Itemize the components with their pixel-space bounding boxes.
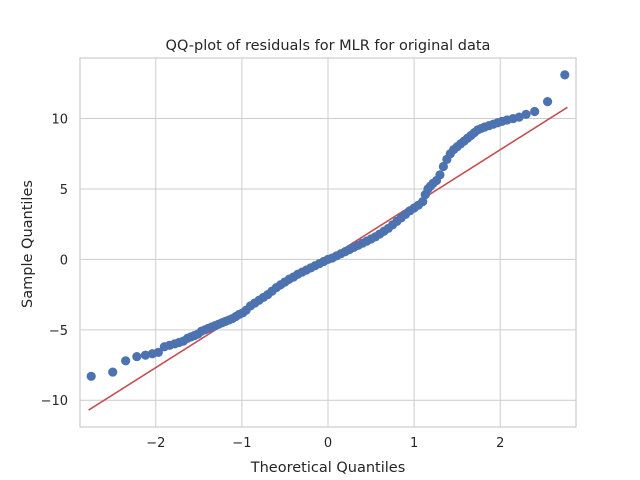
data-point <box>560 70 570 80</box>
chart-title: QQ-plot of residuals for MLR for origina… <box>166 38 491 54</box>
data-point <box>132 351 142 362</box>
x-tick-label: 2 <box>496 436 504 451</box>
data-point <box>121 356 131 366</box>
data-point <box>108 367 118 377</box>
data-point <box>435 170 445 180</box>
x-tick-label: −1 <box>232 436 251 451</box>
data-point <box>140 350 151 360</box>
y-axis-label: Sample Quantiles <box>20 180 36 308</box>
data-point <box>153 347 163 357</box>
x-tick-label: −2 <box>146 436 165 451</box>
x-axis-label: Theoretical Quantiles <box>250 460 406 476</box>
data-point <box>418 197 428 207</box>
data-point <box>86 371 96 381</box>
data-points <box>86 70 570 381</box>
data-point <box>521 109 531 119</box>
axes-border <box>79 57 577 428</box>
x-tick-label: 0 <box>324 436 332 451</box>
x-tick-label: 1 <box>410 436 418 451</box>
y-tick-label: 5 <box>60 183 68 198</box>
data-point <box>514 112 524 122</box>
y-tick-label: −10 <box>41 394 68 409</box>
data-point <box>530 106 540 117</box>
plot-frame <box>79 57 577 428</box>
y-tick-label: −5 <box>49 324 68 339</box>
data-point <box>542 97 553 107</box>
data-point <box>438 161 448 172</box>
grid <box>80 58 576 427</box>
y-tick-label: 10 <box>51 113 68 128</box>
y-tick-label: 0 <box>60 253 68 268</box>
